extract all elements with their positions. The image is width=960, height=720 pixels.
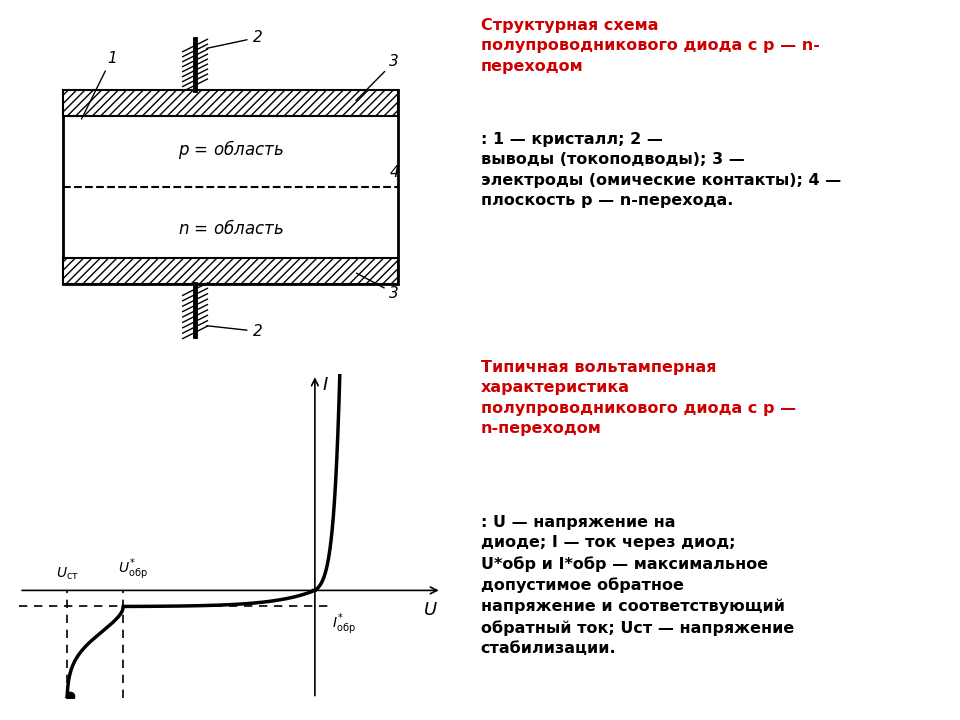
Text: $I^{*}_{\rm обр}$: $I^{*}_{\rm обр}$ bbox=[332, 612, 355, 636]
Bar bbox=[62, 91, 398, 117]
Text: $I$: $I$ bbox=[322, 376, 328, 394]
Text: : U — напряжение на
диоде; I — ток через диод;
U*обр и I*обр — максимальное
допу: : U — напряжение на диоде; I — ток через… bbox=[481, 515, 794, 656]
Bar bbox=[62, 258, 398, 284]
Text: 4: 4 bbox=[390, 165, 399, 187]
Text: Структурная схема
полупроводникового диода с р — n-
переходом: Структурная схема полупроводникового дио… bbox=[481, 18, 820, 73]
Text: $n$ = область: $n$ = область bbox=[178, 219, 283, 238]
Text: 2: 2 bbox=[206, 324, 262, 339]
Bar bbox=[62, 91, 398, 284]
Text: : 1 — кристалл; 2 —
выводы (токоподводы); 3 —
электроды (омические контакты); 4 : : 1 — кристалл; 2 — выводы (токоподводы)… bbox=[481, 132, 841, 208]
Text: $p$ = область: $p$ = область bbox=[178, 138, 283, 161]
Text: 2: 2 bbox=[206, 30, 262, 48]
Text: 3: 3 bbox=[356, 273, 399, 301]
Text: 3: 3 bbox=[356, 54, 399, 101]
Text: $U_{\rm ст}$: $U_{\rm ст}$ bbox=[56, 566, 79, 582]
Text: $U^{*}_{\rm обр}$: $U^{*}_{\rm обр}$ bbox=[118, 557, 148, 582]
Text: Типичная вольтамперная
характеристика
полупроводникового диода с р —
n-переходом: Типичная вольтамперная характеристика по… bbox=[481, 360, 796, 436]
Text: 1: 1 bbox=[82, 51, 116, 119]
Text: $U$: $U$ bbox=[422, 601, 438, 619]
